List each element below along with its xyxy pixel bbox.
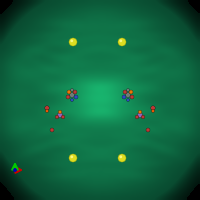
Circle shape (138, 112, 142, 117)
Circle shape (58, 112, 62, 117)
Circle shape (126, 92, 130, 98)
Circle shape (119, 39, 122, 42)
Circle shape (119, 155, 122, 158)
Circle shape (129, 90, 133, 94)
Circle shape (13, 168, 17, 172)
Circle shape (118, 154, 126, 162)
Circle shape (70, 92, 74, 98)
Circle shape (122, 95, 126, 99)
Circle shape (130, 95, 134, 99)
Circle shape (135, 115, 139, 119)
Circle shape (127, 88, 130, 92)
Circle shape (127, 98, 130, 102)
Circle shape (67, 90, 71, 94)
Circle shape (70, 39, 73, 42)
Circle shape (70, 98, 74, 102)
Circle shape (66, 95, 70, 99)
Circle shape (138, 110, 142, 114)
Circle shape (123, 90, 127, 94)
Circle shape (152, 110, 154, 112)
Circle shape (55, 115, 59, 119)
Circle shape (70, 88, 74, 92)
Circle shape (70, 155, 73, 158)
Circle shape (69, 38, 77, 46)
Circle shape (61, 115, 65, 119)
Circle shape (118, 38, 126, 46)
Circle shape (69, 154, 77, 162)
Circle shape (74, 95, 78, 99)
Circle shape (50, 128, 54, 132)
Circle shape (58, 110, 62, 114)
Circle shape (151, 106, 155, 110)
Circle shape (45, 106, 49, 110)
Circle shape (46, 110, 48, 112)
Circle shape (73, 90, 77, 94)
Circle shape (146, 128, 150, 132)
Circle shape (141, 115, 145, 119)
